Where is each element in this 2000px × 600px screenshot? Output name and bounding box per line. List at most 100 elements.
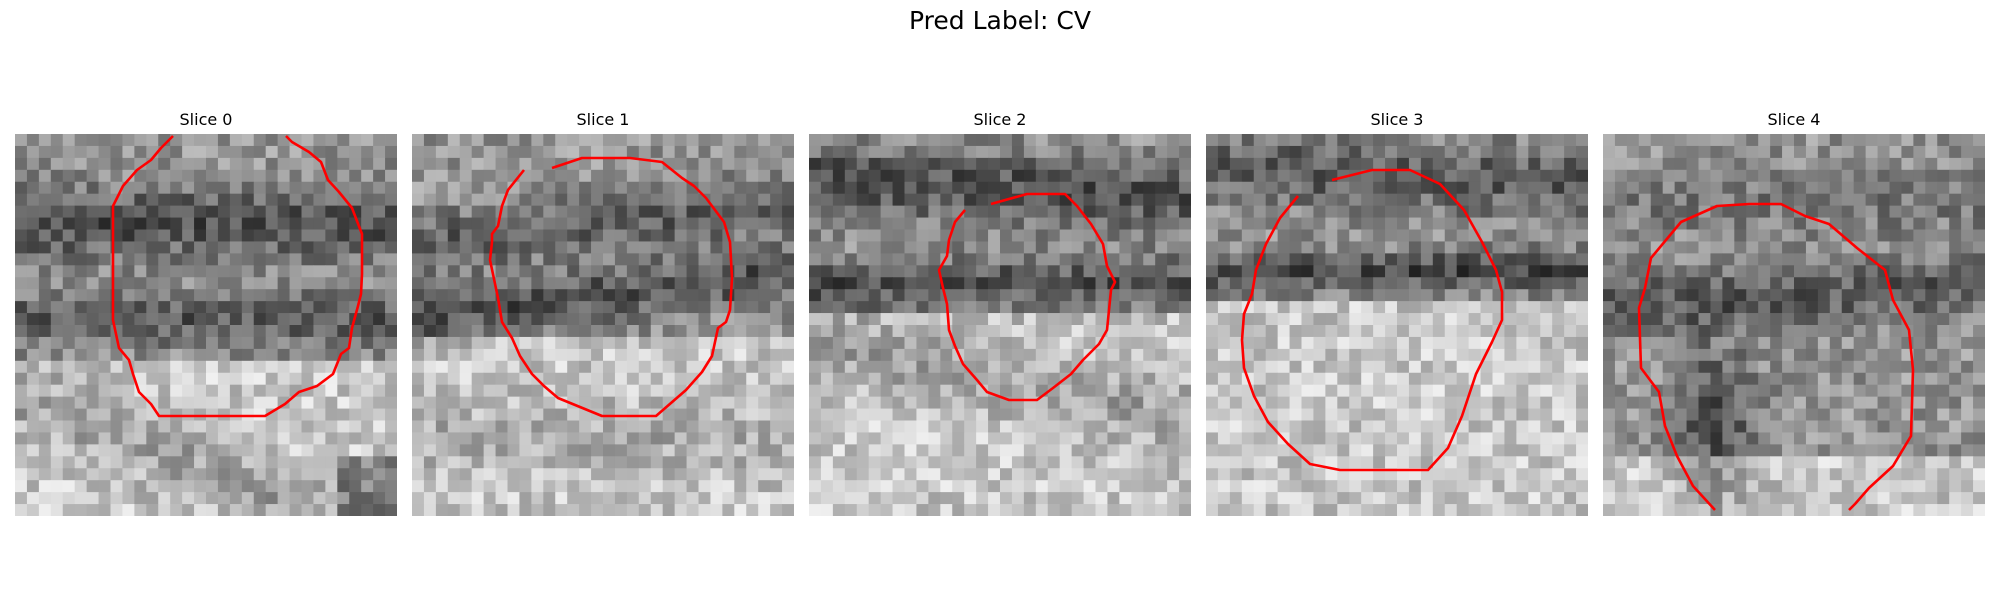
pixel-cell xyxy=(1420,205,1434,218)
pixel-cell xyxy=(1698,313,1711,326)
pixel-cell xyxy=(567,313,580,326)
pixel-cell xyxy=(1817,277,1831,290)
pixel-cell xyxy=(626,253,640,266)
pixel-cell xyxy=(1035,145,1049,159)
pixel-cell xyxy=(1913,420,1926,433)
pixel-cell xyxy=(820,408,834,421)
pixel-cell xyxy=(844,480,858,493)
pixel-cell xyxy=(952,181,965,195)
pixel-cell xyxy=(182,444,195,457)
pixel-cell xyxy=(1143,241,1156,254)
pixel-cell xyxy=(373,420,386,433)
pixel-cell xyxy=(170,241,183,254)
pixel-cell xyxy=(1456,289,1470,302)
pixel-cell xyxy=(1444,504,1458,516)
pixel-cell xyxy=(1229,408,1243,421)
pixel-cell xyxy=(1217,169,1231,183)
pixel-cell xyxy=(820,205,834,218)
pixel-cell xyxy=(1265,181,1279,195)
pixel-cell xyxy=(1059,289,1073,302)
pixel-cell xyxy=(1229,504,1243,516)
pixel-cell xyxy=(1782,289,1795,302)
pixel-cell xyxy=(1206,217,1219,230)
pixel-cell xyxy=(519,241,532,254)
pixel-cell xyxy=(1614,325,1628,338)
pixel-cell xyxy=(241,217,255,230)
pixel-cell xyxy=(1650,432,1664,445)
pixel-cell xyxy=(15,384,28,398)
pixel-cell xyxy=(928,193,941,207)
pixel-cell xyxy=(217,134,231,147)
pixel-cell xyxy=(579,444,592,457)
pixel-cell xyxy=(1528,325,1541,338)
pixel-cell xyxy=(217,229,231,242)
pixel-cell xyxy=(1420,301,1434,314)
pixel-cell xyxy=(1167,420,1180,433)
pixel-cell xyxy=(50,348,64,362)
pixel-cell xyxy=(337,205,350,218)
pixel-cell xyxy=(916,325,929,338)
pixel-cell xyxy=(373,169,386,183)
pixel-cell xyxy=(1011,444,1025,457)
pixel-cell xyxy=(1540,301,1553,314)
pixel-cell xyxy=(1889,265,1902,278)
pixel-cell xyxy=(1937,384,1950,398)
pixel-cell xyxy=(1758,408,1771,421)
pixel-cell xyxy=(1071,134,1084,147)
pixel-cell xyxy=(423,492,437,505)
pixel-cell xyxy=(952,360,965,374)
pixel-cell xyxy=(435,372,449,386)
pixel-cell xyxy=(289,384,302,398)
pixel-cell xyxy=(1385,408,1398,421)
pixel-cell xyxy=(1253,432,1267,445)
pixel-cell xyxy=(1095,169,1108,183)
pixel-cell xyxy=(1408,396,1422,409)
pixel-cell xyxy=(194,289,207,302)
pixel-cell xyxy=(1626,384,1640,398)
pixel-cell xyxy=(1480,217,1493,230)
pixel-cell xyxy=(928,480,941,493)
pixel-cell xyxy=(868,301,882,314)
pixel-cell xyxy=(1289,336,1302,350)
pixel-cell xyxy=(1564,348,1577,362)
pixel-cell xyxy=(1492,253,1505,266)
pixel-cell xyxy=(1770,134,1783,147)
pixel-cell xyxy=(459,301,473,314)
pixel-cell xyxy=(868,313,882,326)
pixel-cell xyxy=(1576,325,1588,338)
pixel-cell xyxy=(1095,384,1108,398)
pixel-cell xyxy=(74,289,88,302)
pixel-cell xyxy=(674,456,687,469)
pixel-cell xyxy=(1674,241,1687,254)
pixel-cell xyxy=(459,253,473,266)
pixel-cell xyxy=(253,193,267,207)
pixel-cell xyxy=(1949,301,1962,314)
pixel-cell xyxy=(1131,444,1144,457)
pixel-cell xyxy=(567,265,580,278)
pixel-cell xyxy=(868,145,882,159)
pixel-cell xyxy=(868,169,882,183)
pixel-cell xyxy=(892,157,905,171)
pixel-cell xyxy=(1504,217,1517,230)
pixel-cell xyxy=(1540,289,1553,302)
pixel-cell xyxy=(301,372,314,386)
pixel-cell xyxy=(940,384,953,398)
pixel-cell xyxy=(1540,336,1553,350)
pixel-cell xyxy=(567,336,580,350)
pixel-cell xyxy=(916,444,929,457)
pixel-cell xyxy=(1217,408,1231,421)
pixel-cell xyxy=(1167,444,1180,457)
pixel-cell xyxy=(62,504,76,516)
pixel-cell xyxy=(1373,289,1386,302)
pixel-cell xyxy=(1552,217,1565,230)
pixel-cell xyxy=(1241,492,1255,505)
pixel-cell xyxy=(988,181,1001,195)
pixel-cell xyxy=(289,145,302,159)
pixel-cell xyxy=(928,336,941,350)
pixel-cell xyxy=(758,277,771,290)
pixel-cell xyxy=(1217,456,1231,469)
pixel-cell xyxy=(1179,313,1191,326)
pixel-cell xyxy=(1408,360,1422,374)
pixel-cell xyxy=(423,134,437,147)
pixel-cell xyxy=(844,205,858,218)
